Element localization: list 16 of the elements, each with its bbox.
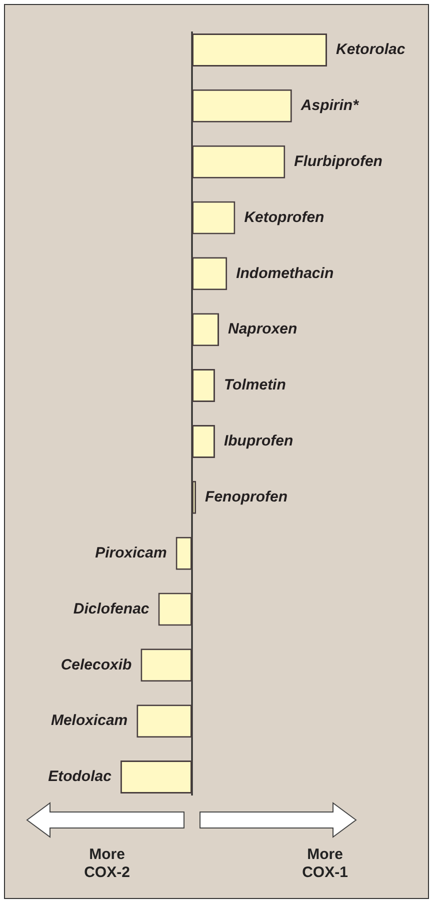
y-tick-label: Celecoxib: [60, 656, 132, 674]
y-tick-label: Ketoprofen: [244, 208, 324, 226]
y-tick-label: Flurbiprofen: [294, 152, 382, 170]
y-tick-label: Diclofenac: [73, 600, 150, 618]
y-tick-label: Fenoprofen: [205, 488, 288, 506]
y-tick-label: Piroxicam: [95, 544, 167, 562]
y-tick-label: Naproxen: [228, 320, 298, 338]
text: More COX-1: [301, 846, 349, 882]
y-tick-label: Meloxicam: [50, 712, 128, 730]
y-tick-label: Ketorolac: [336, 41, 406, 58]
y-tick-label: Etodolac: [48, 768, 112, 786]
y-tick-label: Aspirin*: [300, 97, 360, 114]
text: More COX-2: [83, 846, 131, 882]
y-tick-label: Tolmetin: [224, 376, 286, 394]
y-tick-label: Indomethacin: [236, 264, 334, 282]
y-tick-label: Ibuprofen: [224, 432, 294, 450]
